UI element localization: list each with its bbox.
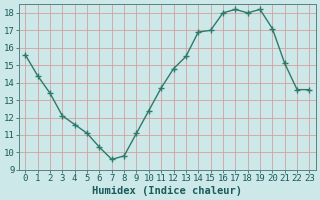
X-axis label: Humidex (Indice chaleur): Humidex (Indice chaleur) (92, 186, 242, 196)
